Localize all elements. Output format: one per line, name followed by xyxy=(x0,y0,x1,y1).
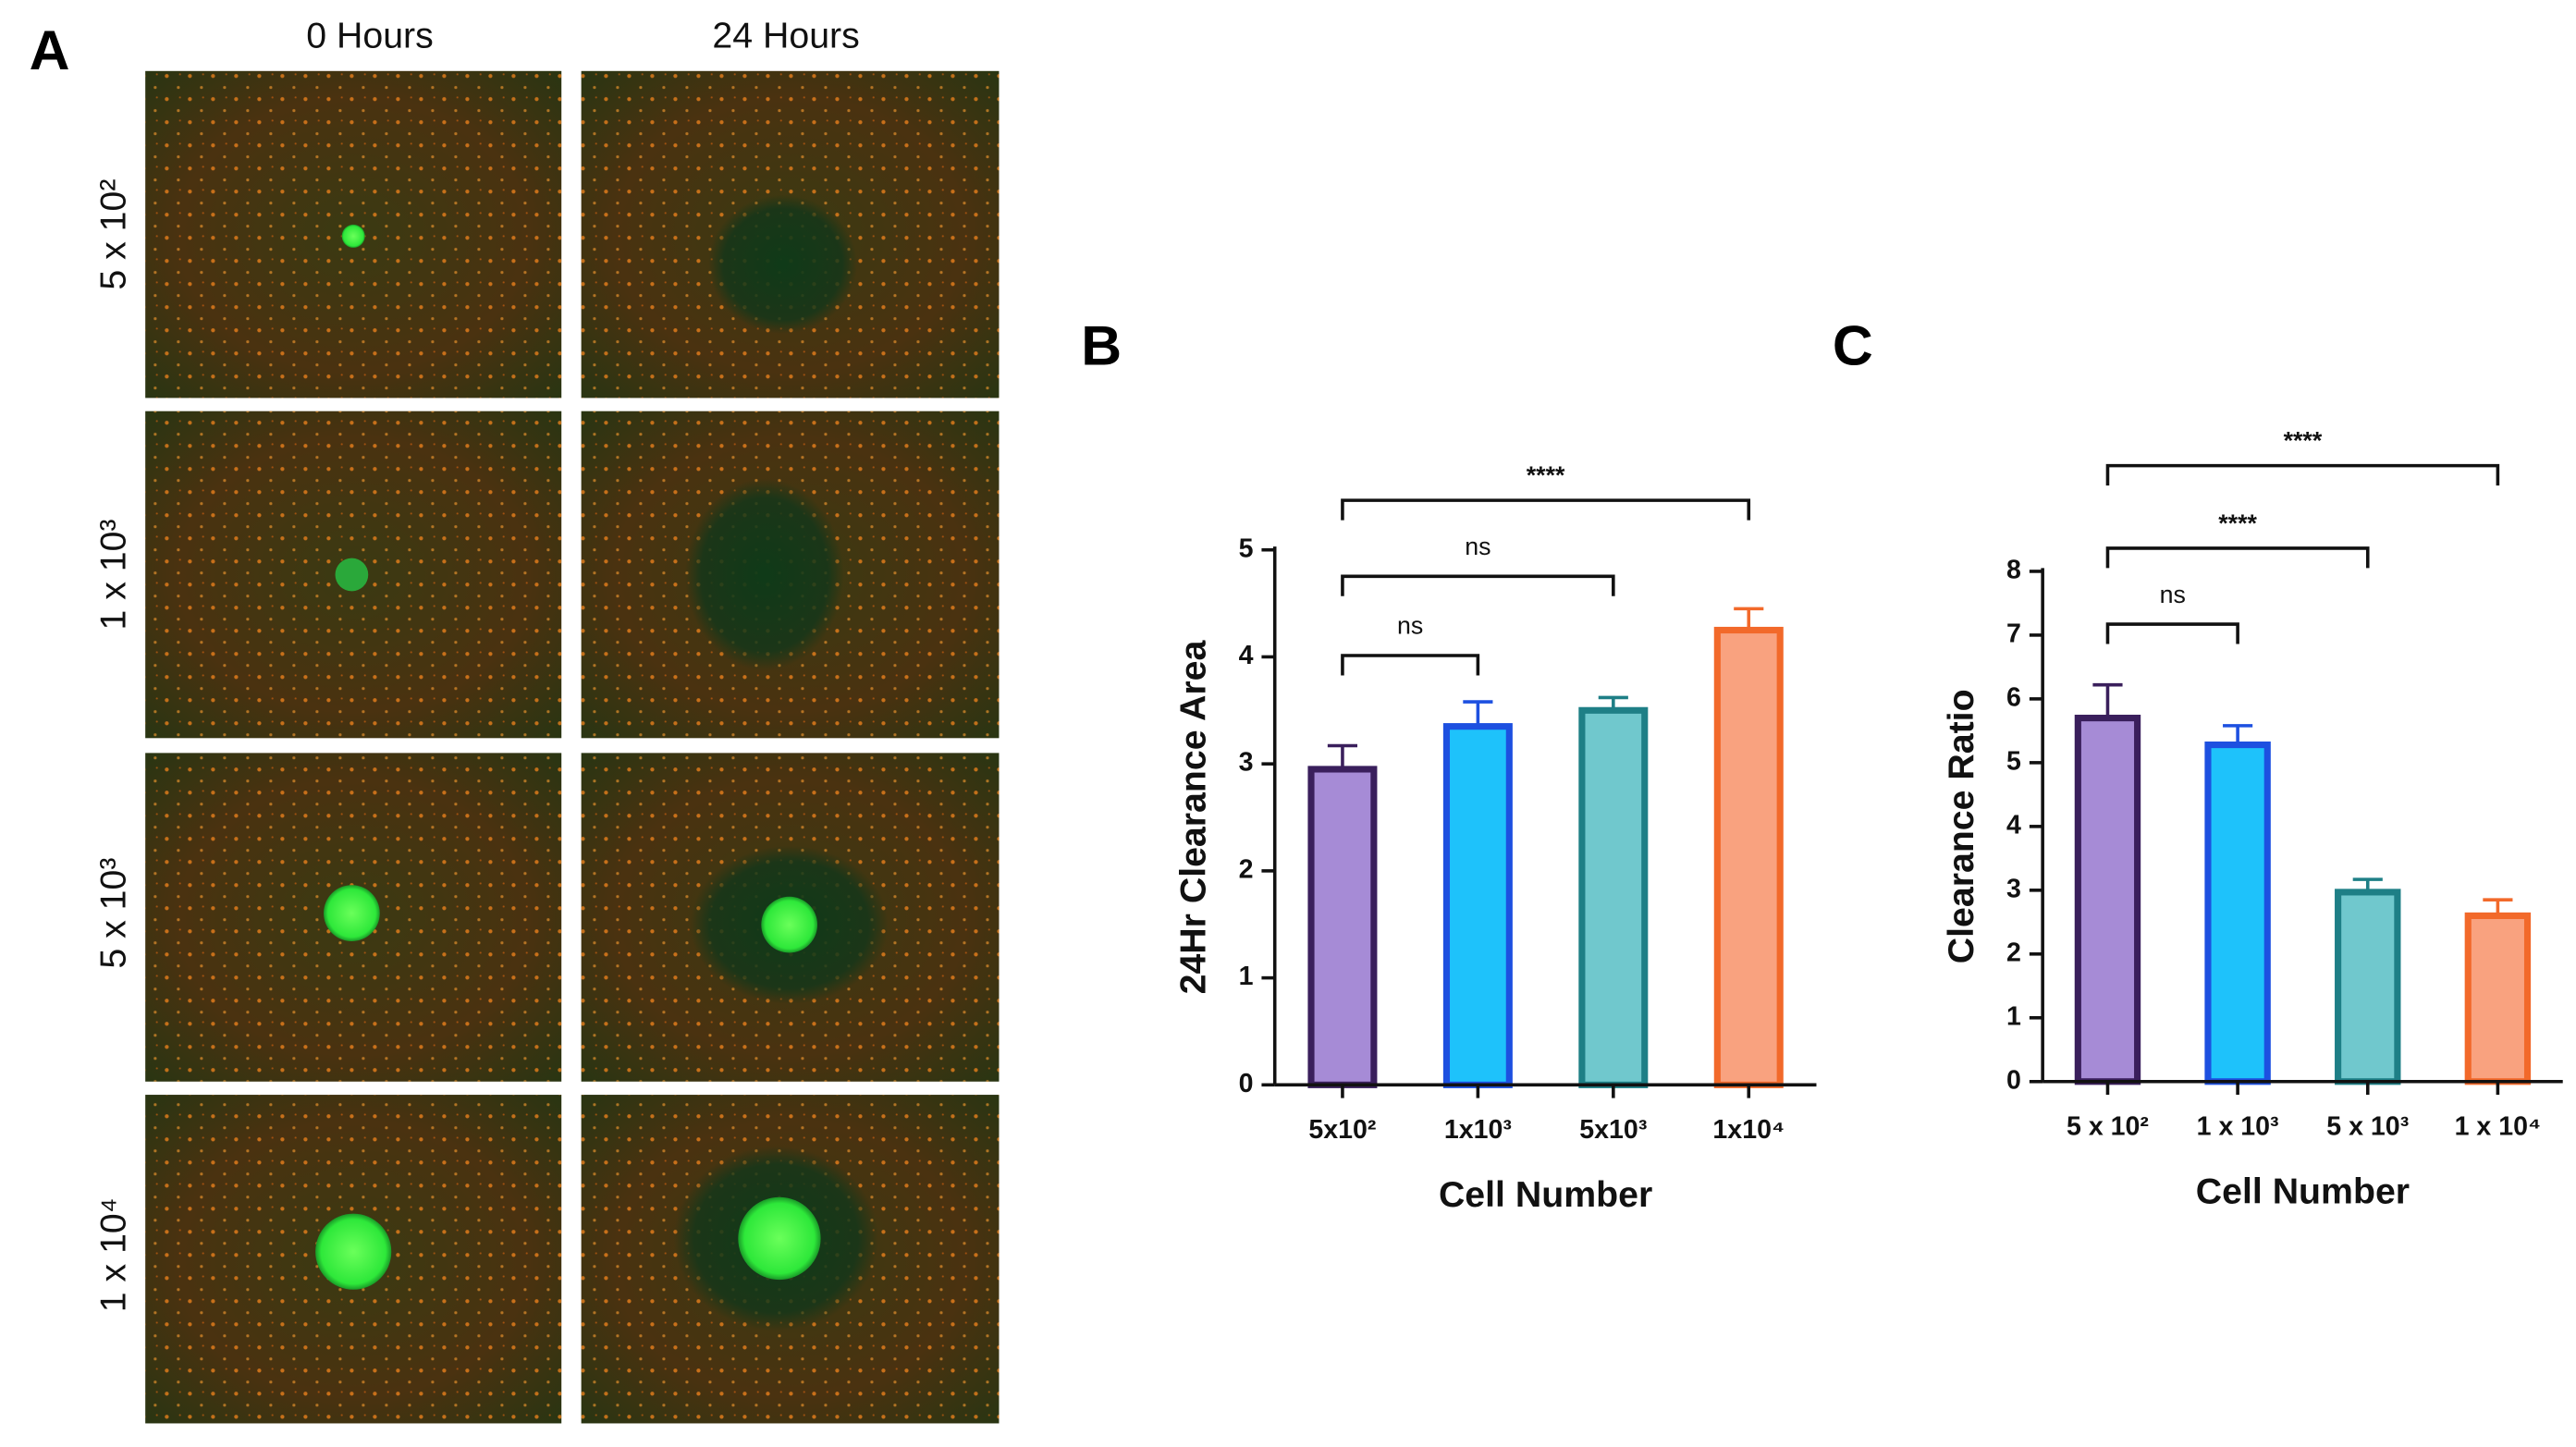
image xyxy=(581,70,1000,399)
x-tick-label: 1x10³ xyxy=(1444,1115,1512,1145)
image xyxy=(145,753,562,1082)
column-label: 0 Hours xyxy=(306,15,434,55)
bar xyxy=(1307,766,1378,1088)
significance-label: **** xyxy=(1527,461,1565,489)
row-label: 1 x 10⁴ xyxy=(92,1197,133,1312)
significance-bracket xyxy=(2105,463,2500,486)
x-tick-label: 5 x 10³ xyxy=(2326,1111,2409,1141)
significance-bracket xyxy=(1341,498,1751,521)
image xyxy=(145,1095,562,1424)
bar xyxy=(2074,715,2141,1085)
y-tick-label: 5 xyxy=(1239,533,1254,563)
significance-label: ns xyxy=(2160,581,2186,608)
bar xyxy=(1578,706,1649,1088)
bar xyxy=(2464,912,2532,1085)
image xyxy=(581,411,1000,739)
y-tick-label: 3 xyxy=(2006,874,2021,903)
x-tick-label: 5x10² xyxy=(1308,1115,1376,1145)
image xyxy=(581,1095,1000,1424)
bar xyxy=(1442,723,1513,1088)
x-tick-label: 5 x 10² xyxy=(2067,1111,2149,1141)
y-tick-label: 4 xyxy=(2006,810,2021,840)
significance-label: ns xyxy=(1465,533,1490,560)
y-tick-label: 4 xyxy=(1239,641,1254,670)
panel-label: A xyxy=(30,18,70,81)
y-tick-label: 1 xyxy=(1239,962,1254,991)
panel-label: C xyxy=(1833,314,1873,377)
y-tick-label: 0 xyxy=(1239,1069,1254,1098)
significance-bracket xyxy=(1341,574,1615,596)
image xyxy=(581,753,1000,1082)
y-tick-label: 5 xyxy=(2006,746,2021,776)
x-axis-title: Cell Number xyxy=(1439,1174,1652,1215)
y-tick-label: 2 xyxy=(1239,854,1254,884)
row-label: 5 x 10² xyxy=(92,179,133,290)
y-tick-label: 8 xyxy=(2006,555,2021,584)
micrographs xyxy=(145,70,1000,1424)
y-axis-title: 24Hr Clearance Area xyxy=(1172,640,1213,995)
panel-label: B xyxy=(1081,314,1122,377)
significance-label: **** xyxy=(2284,427,2323,455)
x-tick-label: 1 x 10⁴ xyxy=(2455,1111,2542,1141)
x-tick-label: 1 x 10³ xyxy=(2197,1111,2279,1141)
significance-label: ns xyxy=(1397,612,1423,640)
significance-bracket xyxy=(2105,546,2370,569)
row-label: 5 x 10³ xyxy=(92,858,133,969)
image xyxy=(145,70,562,399)
y-axis-title: Clearance Ratio xyxy=(1941,689,1981,963)
bar xyxy=(2204,741,2271,1085)
y-tick-label: 7 xyxy=(2006,619,2021,648)
significance-bracket xyxy=(2105,622,2239,644)
significance-bracket xyxy=(1341,654,1480,676)
y-tick-label: 2 xyxy=(2006,938,2021,967)
row-label: 1 x 10³ xyxy=(92,519,133,630)
bar xyxy=(1713,626,1784,1088)
y-tick-label: 1 xyxy=(2006,1001,2021,1031)
y-tick-label: 6 xyxy=(2006,682,2021,712)
x-tick-label: 5x10³ xyxy=(1579,1115,1647,1145)
bar xyxy=(2335,889,2401,1085)
y-tick-label: 3 xyxy=(1239,748,1254,778)
x-tick-label: 1x10⁴ xyxy=(1712,1115,1785,1145)
image xyxy=(145,411,562,739)
x-axis-title: Cell Number xyxy=(2196,1171,2410,1212)
y-tick-label: 0 xyxy=(2006,1065,2021,1095)
column-label: 24 Hours xyxy=(712,15,859,55)
significance-label: **** xyxy=(2218,509,2257,537)
